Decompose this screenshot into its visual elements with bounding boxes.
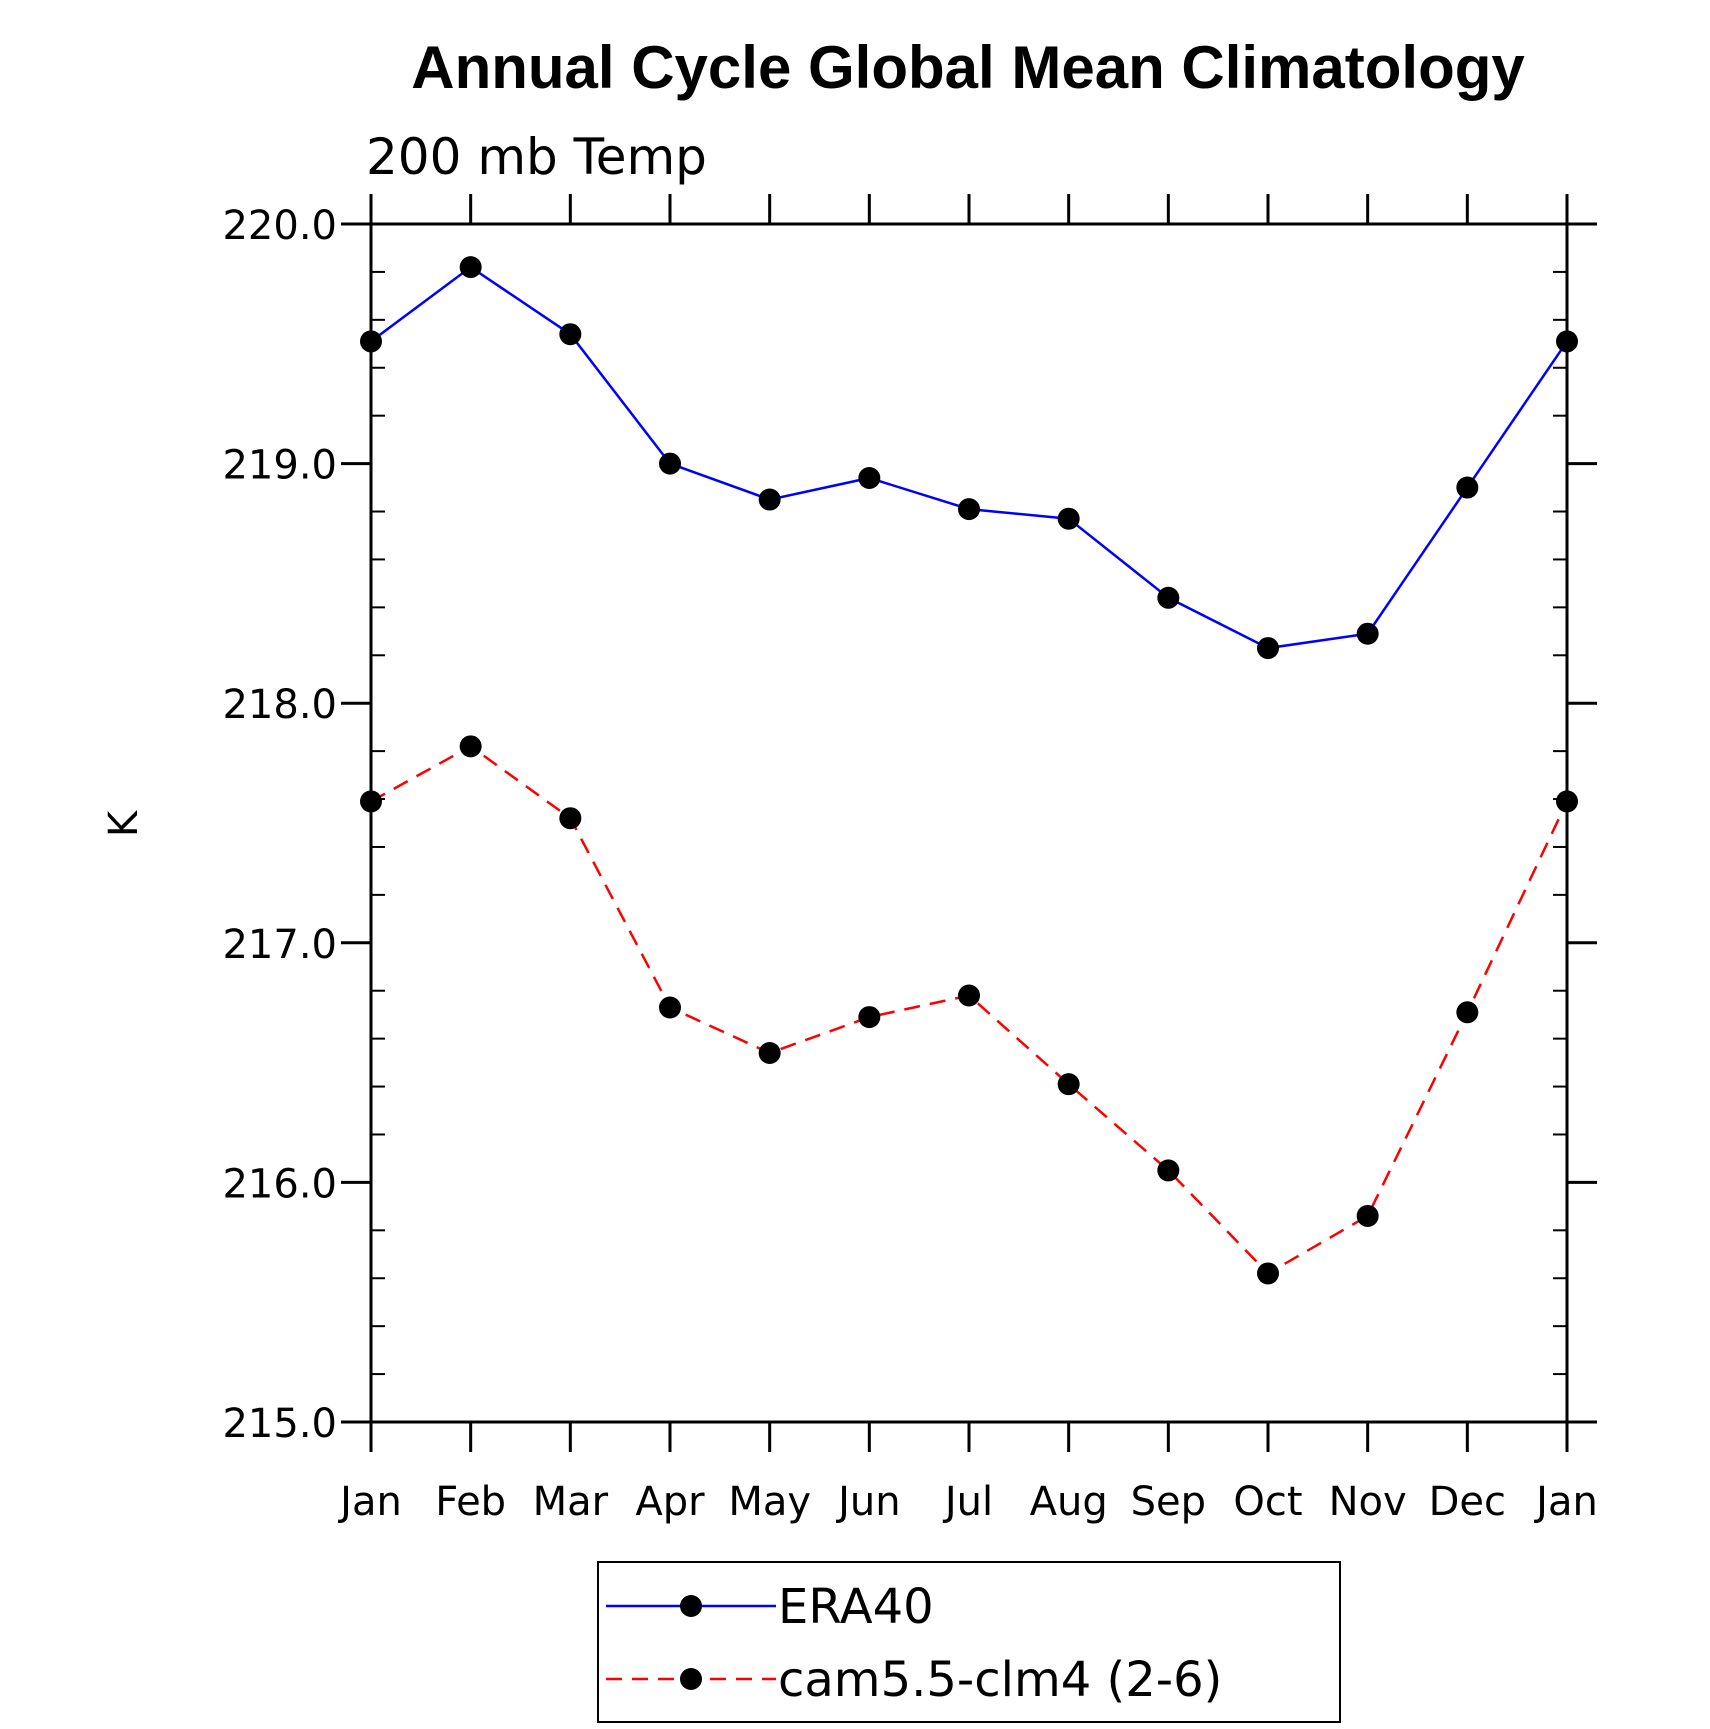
y-tick-label: 216.0 (222, 1161, 337, 1207)
y-tick-label: 220.0 (222, 203, 337, 249)
x-tick-label: Jan (1533, 1479, 1598, 1525)
series-layer (360, 256, 1578, 1285)
x-tick-label: Feb (435, 1479, 506, 1525)
data-point (360, 330, 382, 353)
y-tick-label: 215.0 (222, 1401, 337, 1447)
x-tick-label: Sep (1131, 1479, 1206, 1525)
legend-box (597, 1561, 1341, 1723)
data-point (1057, 1073, 1080, 1096)
data-point (659, 452, 681, 475)
chart-title: Annual Cycle Global Mean Climatology (411, 34, 1525, 101)
x-tick-label: Aug (1030, 1479, 1108, 1525)
data-point (1257, 637, 1279, 660)
x-tick-labels: Jan Feb Mar Apr May Jun Jul Aug Sep Oct Nov Dec Jan (337, 1479, 1598, 1525)
x-tick-label: Oct (1233, 1479, 1302, 1525)
y-tick-label: 218.0 (222, 682, 337, 728)
data-point (1556, 790, 1578, 813)
series-0 (360, 256, 1578, 660)
x-tick-label: Dec (1429, 1479, 1506, 1525)
data-point (958, 498, 980, 521)
data-point (1257, 1262, 1279, 1285)
x-tick-label: Jul (942, 1479, 993, 1525)
x-tick-label: Apr (635, 1479, 705, 1525)
data-point (559, 807, 582, 830)
data-point (1057, 507, 1080, 530)
series-1 (360, 735, 1578, 1285)
data-point (459, 735, 482, 758)
data-point (459, 256, 482, 279)
x-tick-label: Jan (337, 1479, 402, 1525)
data-point (559, 323, 582, 346)
series-line (370, 265, 1569, 650)
data-point (858, 1006, 881, 1029)
legend-label-era40: ERA40 (778, 1579, 934, 1635)
y-tick-label: 219.0 (222, 443, 337, 489)
data-point (1456, 1001, 1479, 1024)
data-point (958, 984, 980, 1007)
series-line (370, 744, 1569, 1276)
data-point (1556, 330, 1578, 353)
x-tick-label: Nov (1329, 1479, 1407, 1525)
data-point (360, 790, 382, 813)
data-point (1157, 586, 1180, 609)
legend-label-cam55: cam5.5-clm4 (2-6) (778, 1652, 1222, 1708)
data-point (1157, 1159, 1180, 1182)
legend: ERA40 cam5.5-clm4 (2-6) (606, 1579, 1222, 1708)
data-point (659, 996, 681, 1019)
legend-marker-cam55 (680, 1668, 702, 1690)
x-tick-label: Jun (835, 1479, 901, 1525)
chart-subtitle: 200 mb Temp (366, 128, 707, 186)
axis-ticks (341, 194, 1597, 1452)
data-point (1356, 1204, 1379, 1227)
legend-marker-era40 (680, 1595, 702, 1617)
x-tick-label: May (728, 1479, 811, 1525)
plot-frame (369, 222, 1569, 1424)
data-point (758, 1042, 781, 1065)
data-point (858, 466, 881, 489)
y-axis-label: K (101, 809, 147, 837)
data-point (758, 488, 781, 511)
data-point (1456, 476, 1479, 499)
data-point (1356, 622, 1379, 645)
y-tick-labels: 215.0 216.0 217.0 218.0 219.0 220.0 (222, 203, 337, 1447)
y-tick-label: 217.0 (222, 922, 337, 968)
x-tick-label: Mar (533, 1479, 609, 1525)
